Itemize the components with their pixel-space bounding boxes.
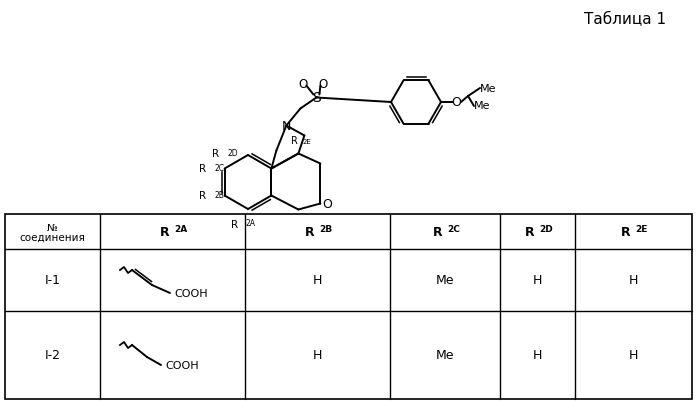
Text: R: R <box>525 225 535 239</box>
Text: соединения: соединения <box>20 232 85 242</box>
Text: 2B: 2B <box>320 225 333 233</box>
Text: 2B: 2B <box>214 190 225 200</box>
Text: R: R <box>160 225 170 239</box>
Text: R: R <box>212 149 220 159</box>
Text: 2C: 2C <box>214 164 225 172</box>
Text: R: R <box>200 191 207 201</box>
Text: O: O <box>319 78 328 91</box>
Text: COOH: COOH <box>174 288 207 298</box>
Text: H: H <box>313 274 322 287</box>
Text: N: N <box>282 120 291 133</box>
Text: R: R <box>305 225 315 239</box>
Text: 2E: 2E <box>635 225 648 233</box>
Text: Me: Me <box>480 84 496 94</box>
Bar <box>5 215 692 399</box>
Text: R: R <box>231 219 238 229</box>
Text: 2A: 2A <box>246 219 256 227</box>
Text: 2D: 2D <box>540 225 554 233</box>
Text: №: № <box>47 223 58 233</box>
Text: 2C: 2C <box>447 225 460 233</box>
Text: COOH: COOH <box>165 360 199 370</box>
Text: H: H <box>533 348 542 362</box>
Text: R: R <box>621 225 630 239</box>
Text: R: R <box>200 164 207 174</box>
Text: Me: Me <box>436 348 454 362</box>
Text: 2E: 2E <box>302 138 311 144</box>
Text: Me: Me <box>436 274 454 287</box>
Text: 2D: 2D <box>228 149 238 158</box>
Text: H: H <box>629 348 638 362</box>
Text: Таблица 1: Таблица 1 <box>584 12 666 27</box>
Text: H: H <box>629 274 638 287</box>
Text: S: S <box>312 91 321 105</box>
Text: H: H <box>533 274 542 287</box>
Text: H: H <box>313 348 322 362</box>
Text: R: R <box>291 135 298 145</box>
Text: Me: Me <box>474 101 490 111</box>
Text: O: O <box>451 96 461 109</box>
Text: 2A: 2A <box>174 225 188 233</box>
Text: O: O <box>299 78 308 91</box>
Text: I-1: I-1 <box>45 274 61 287</box>
Text: O: O <box>322 198 332 211</box>
Text: I-2: I-2 <box>45 348 61 362</box>
Text: R: R <box>432 225 442 239</box>
